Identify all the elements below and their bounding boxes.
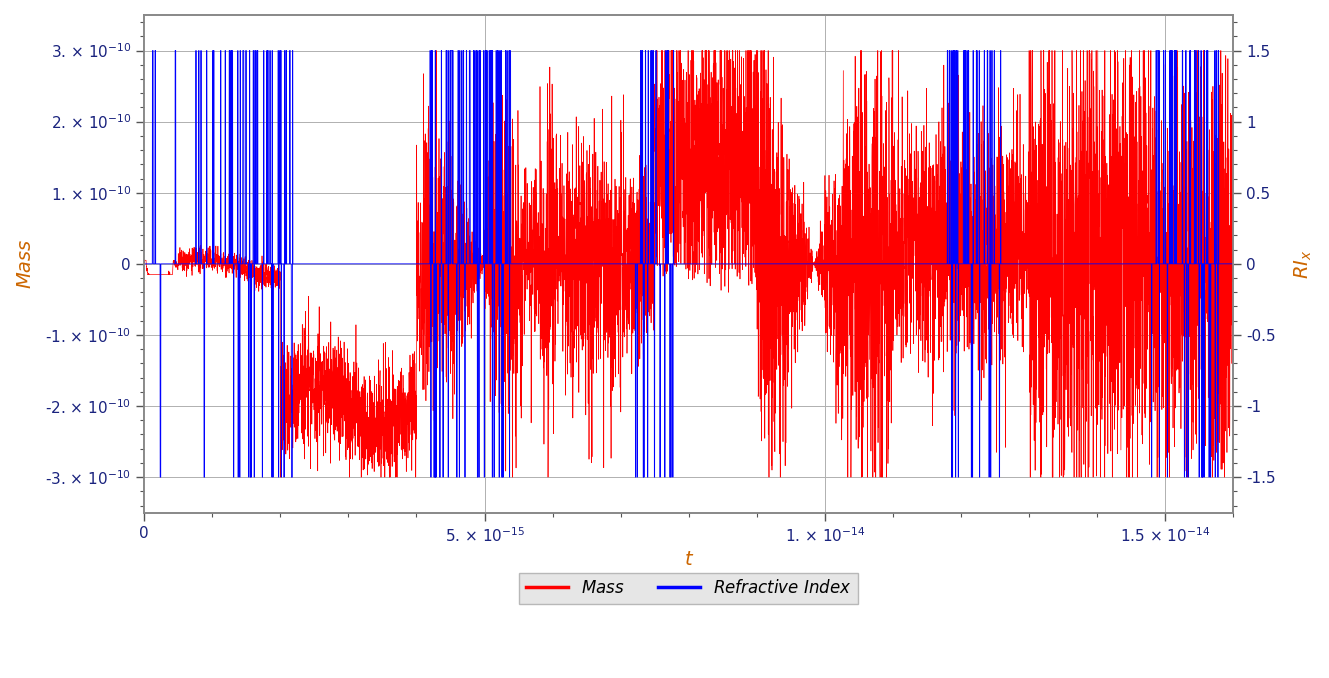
Legend: $\it{Mass}$, $\it{Refractive\ Index}$: $\it{Mass}$, $\it{Refractive\ Index}$ <box>520 572 859 604</box>
Y-axis label: $RI_x$: $RI_x$ <box>1293 249 1314 279</box>
X-axis label: t: t <box>684 550 692 569</box>
Y-axis label: Mass: Mass <box>15 239 35 288</box>
